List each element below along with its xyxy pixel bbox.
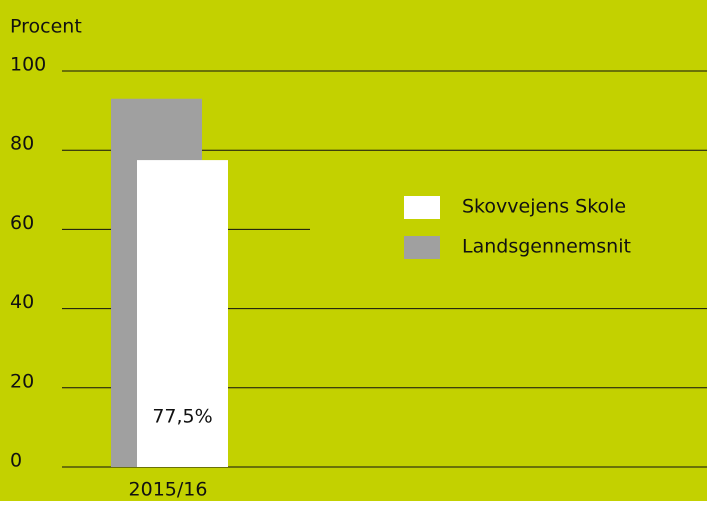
- legend-label: Landsgennemsnit: [462, 236, 631, 258]
- data-label: 77,5%: [152, 406, 212, 428]
- y-axis-label: Procent: [10, 16, 82, 38]
- y-tick-label: 100: [10, 54, 46, 76]
- y-tick-label: 20: [10, 370, 34, 392]
- x-tick-label: 2015/16: [129, 479, 208, 501]
- legend-label: Skovvejens Skole: [462, 196, 626, 218]
- legend-swatch: [404, 236, 440, 259]
- legend-swatch: [404, 196, 440, 219]
- y-tick-label: 80: [10, 133, 34, 155]
- y-tick-label: 60: [10, 212, 34, 234]
- y-tick-label: 0: [10, 450, 22, 472]
- legend-background: [310, 162, 707, 290]
- bar: [137, 160, 228, 467]
- y-tick-label: 40: [10, 291, 34, 313]
